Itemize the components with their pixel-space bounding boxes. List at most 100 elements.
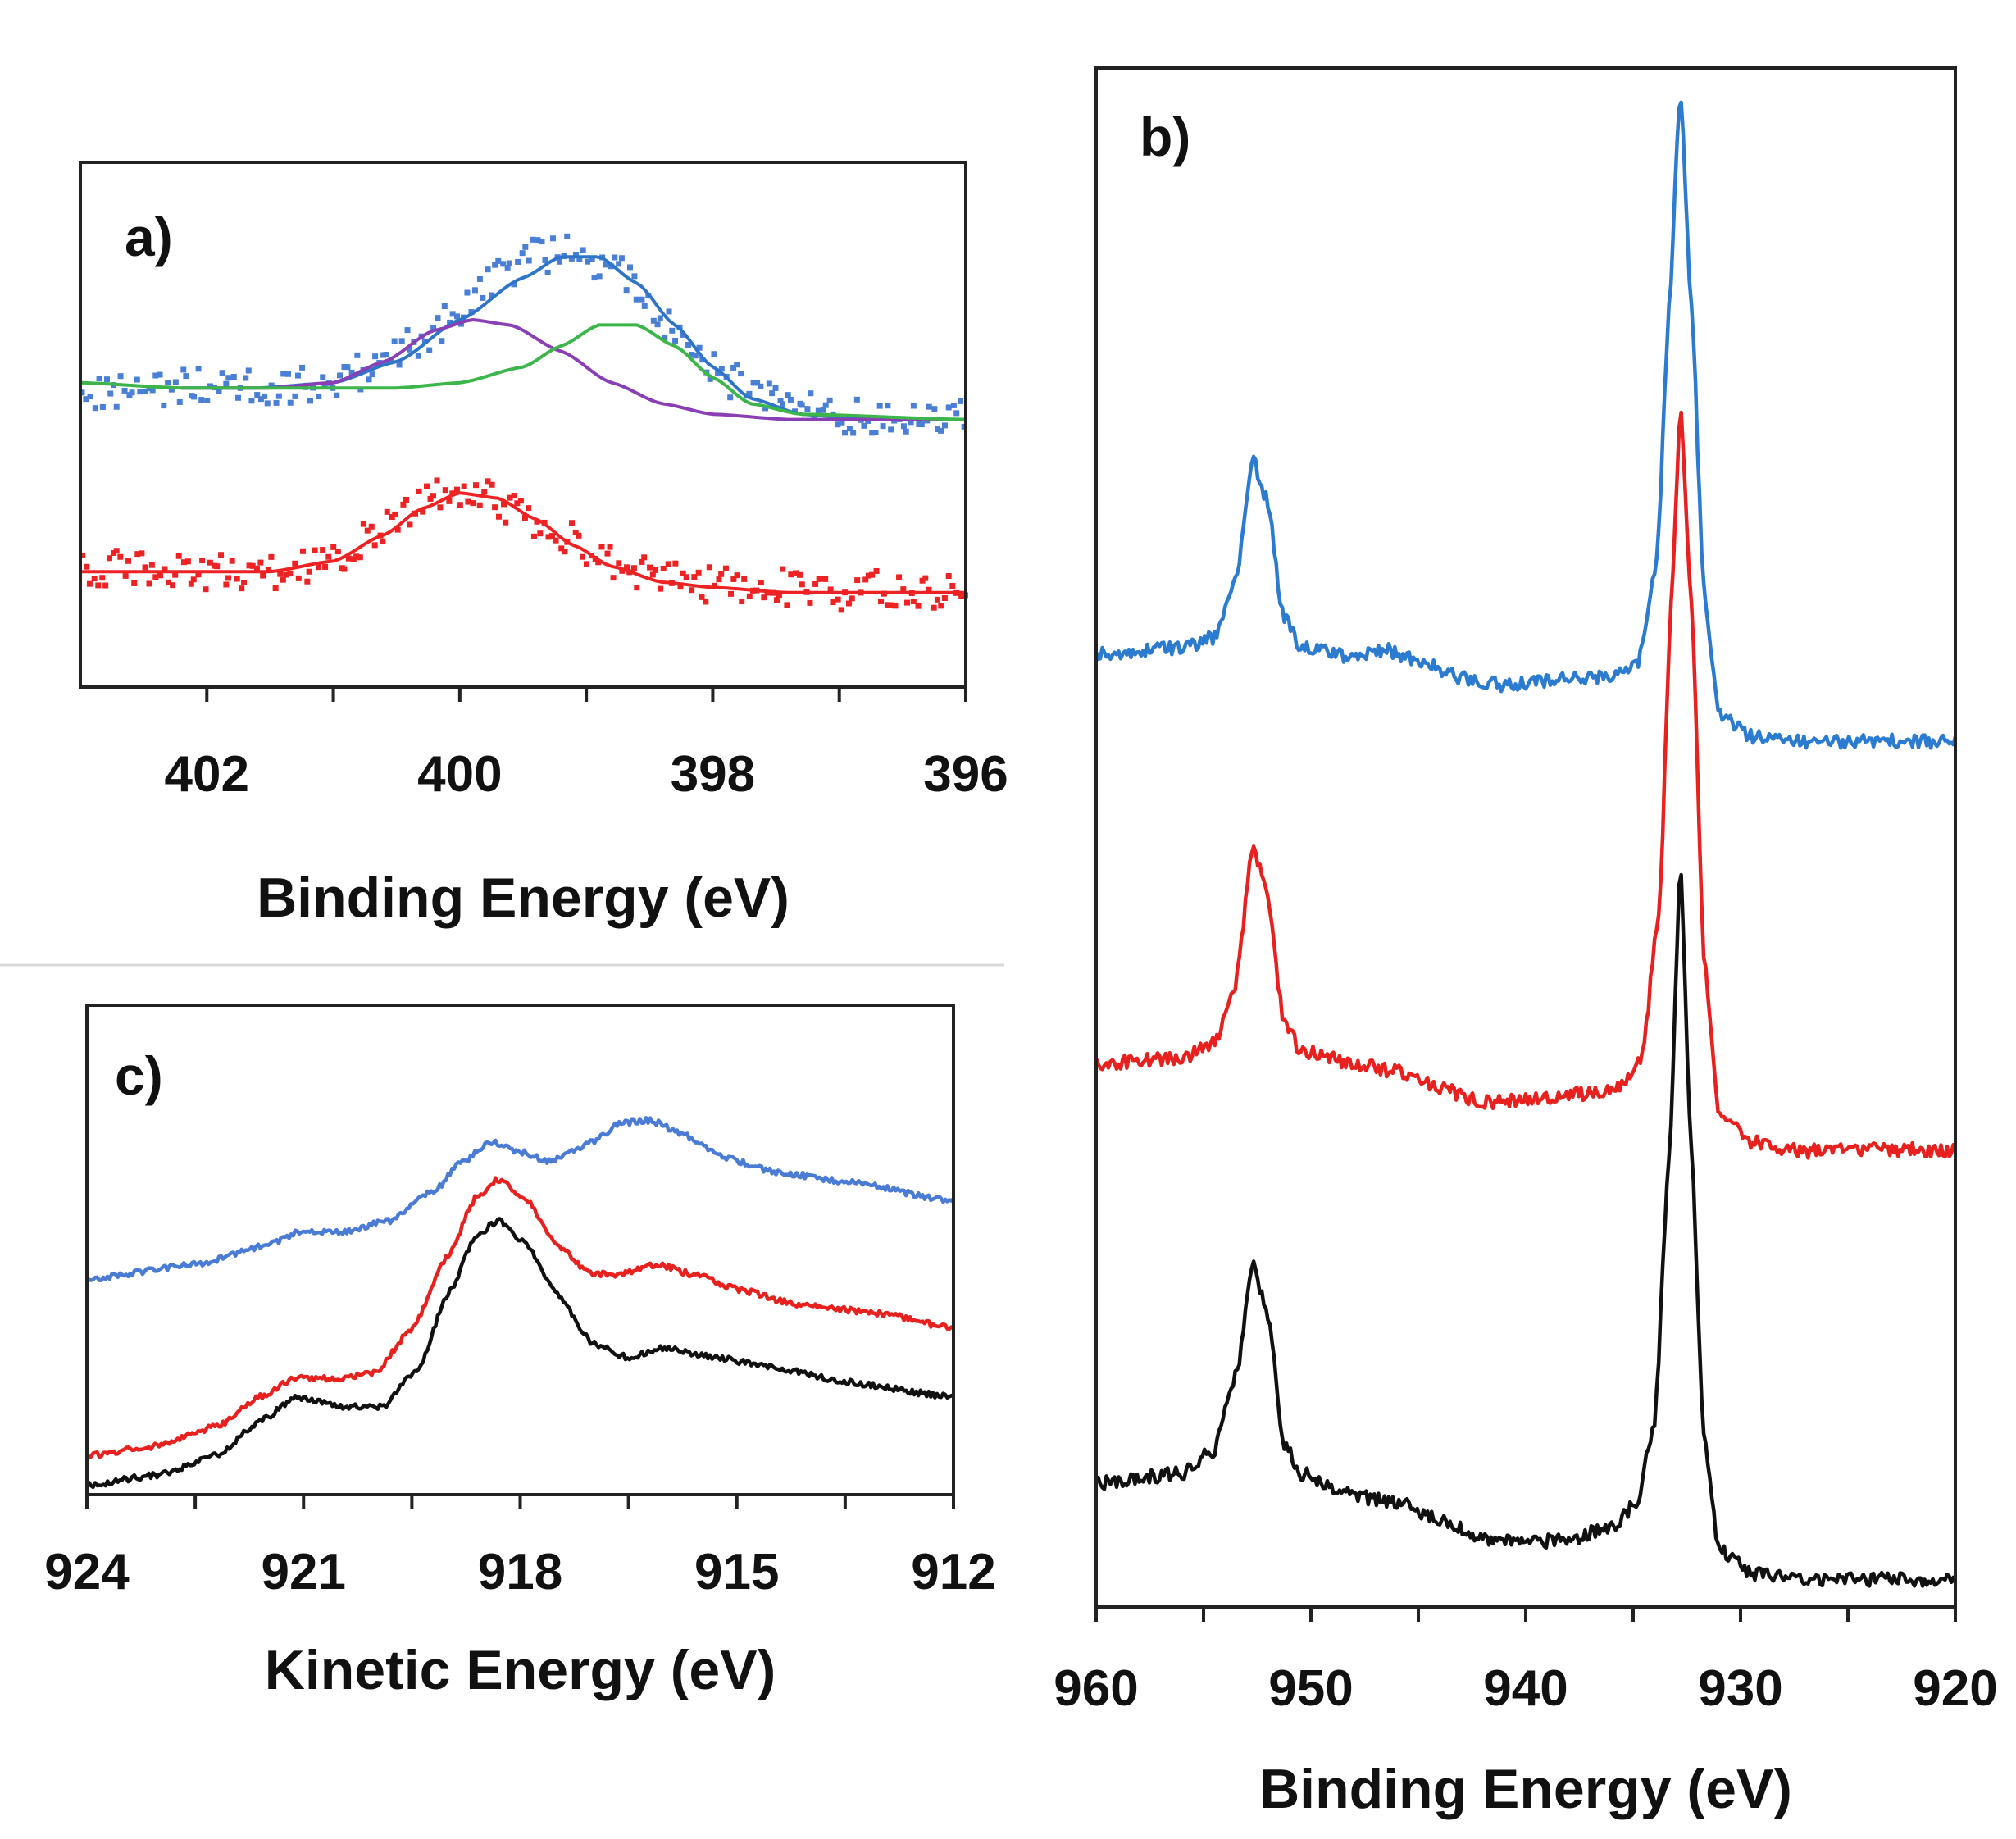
panel-a-label: a) bbox=[125, 207, 173, 267]
panel-a-series-upper-data-point bbox=[900, 423, 907, 430]
panel-a-frame bbox=[79, 161, 967, 689]
panel-a-series-lower-data-point bbox=[545, 534, 552, 540]
panel-a-series-lower-data-point bbox=[170, 582, 176, 589]
panel-a-series-upper-data-point bbox=[273, 399, 280, 406]
panel-a-series-lower-data-point bbox=[739, 598, 745, 604]
panel-a-series-upper-data-point bbox=[820, 407, 826, 413]
panel-a-series-upper-data-point bbox=[769, 390, 776, 397]
panel-a-series-upper-data-point bbox=[254, 392, 261, 398]
panel-a-series-upper-data-point bbox=[264, 400, 271, 407]
panel-a-series-lower-data-point bbox=[442, 487, 448, 494]
panel-a-series-lower-data-point bbox=[734, 572, 740, 579]
panel-a-series-lower-data-point bbox=[639, 558, 645, 565]
panel-a-series-lower-data-point bbox=[306, 568, 312, 575]
panel-a-series-lower-data-point bbox=[610, 575, 617, 581]
panel-a-series-lower-data-point bbox=[106, 555, 112, 562]
panel-a-series-upper-data-point bbox=[396, 362, 403, 368]
panel-a-series-lower-data-point bbox=[903, 599, 910, 606]
panel-a-series-lower-data-point bbox=[229, 558, 235, 564]
panel-a-series-upper-data-point bbox=[876, 403, 883, 409]
panel-a-series-lower-data-point bbox=[873, 567, 880, 574]
panel-a-series-upper-component-2 bbox=[80, 323, 967, 421]
panel-a-series-lower-data-point bbox=[722, 565, 729, 571]
panel-c-tick-label: 918 bbox=[478, 1544, 562, 1600]
panel-a-series-lower-data-point bbox=[537, 530, 544, 537]
panel-a-series-upper-data-point bbox=[853, 396, 860, 403]
panel-a-series-upper-data-point bbox=[808, 390, 814, 397]
panel-a-plot-area bbox=[79, 233, 968, 613]
panel-a-series-upper-data-point bbox=[480, 294, 486, 301]
panel-a-series-upper-data-point bbox=[888, 426, 894, 433]
panel-a-series-lower-data-point bbox=[517, 498, 524, 504]
panel-a-series-lower-data-point bbox=[926, 586, 932, 593]
panel-a-series-lower-data-point bbox=[325, 553, 332, 560]
panel-a-x-axis: 402 400 398 396 bbox=[165, 687, 1008, 803]
panel-a-series-upper-data-point bbox=[872, 430, 879, 436]
panel-a-series-upper-data-point bbox=[152, 372, 159, 379]
panel-c-tick-label: 921 bbox=[262, 1544, 346, 1600]
panel-a-series-upper-data-point bbox=[869, 430, 876, 436]
panel-a-series-upper-data-point bbox=[787, 396, 794, 403]
panel-a-series-upper-data-point bbox=[489, 292, 495, 298]
panel-a-series-upper-data-point bbox=[369, 371, 375, 378]
panel-a-series-lower-data-point bbox=[84, 563, 90, 570]
panel-a-series-lower-data-point bbox=[624, 564, 630, 571]
panel-a-series-upper-data-point bbox=[758, 383, 764, 389]
panel-a-series-lower-data-point bbox=[741, 576, 748, 582]
panel-a-series-upper-data-point bbox=[718, 366, 725, 372]
panel-a-series-lower-data-point bbox=[630, 565, 637, 571]
panel-a-series-upper-data-point bbox=[666, 308, 672, 315]
panel-a-series-lower-data-point bbox=[249, 562, 256, 569]
panel-a-series-upper-data-point bbox=[299, 364, 306, 371]
panel-a-series-lower-data-point bbox=[134, 551, 141, 558]
panel-a-series-lower-data-point bbox=[711, 582, 717, 589]
panel-a-series-lower-data-point bbox=[892, 603, 899, 609]
panel-a-series-lower-data-point bbox=[793, 570, 799, 576]
panel-a-series-lower-data-point bbox=[812, 580, 819, 587]
panel-a-series-upper-data-point bbox=[223, 380, 230, 387]
panel-a-series-lower-data-point bbox=[113, 548, 120, 554]
panel-a-series-upper-data-point bbox=[707, 376, 713, 382]
panel-a-series-upper-data-point bbox=[430, 324, 437, 330]
panel-a-series-lower-data-point bbox=[877, 599, 884, 605]
panel-a-series-lower-data-point bbox=[922, 575, 929, 581]
panel-a-series-upper-data-point bbox=[165, 380, 171, 386]
panel-a-series-upper-data-point bbox=[485, 266, 491, 273]
panel-a-series-upper-data-point bbox=[398, 338, 405, 344]
panel-a-series-lower-data-point bbox=[900, 586, 907, 593]
panel-a-series-upper-data-point bbox=[415, 353, 421, 359]
panel-a-series-upper-data-point bbox=[234, 394, 241, 401]
panel-a-series-upper-data-point bbox=[662, 335, 668, 341]
panel-a-series-upper-data-point bbox=[766, 380, 772, 387]
panel-a-series-lower-data-point bbox=[931, 604, 937, 611]
panel-a-series-upper-data-point bbox=[631, 273, 638, 280]
panel-a-series-upper-data-point bbox=[526, 257, 532, 264]
panel-a-series-upper-data-point bbox=[679, 331, 685, 338]
panel-a-series-upper-data-point bbox=[107, 390, 114, 397]
panel-a-series-lower-data-point bbox=[558, 545, 565, 552]
panel-a-series-lower-data-point bbox=[218, 552, 225, 558]
panel-a-series-lower-data-point bbox=[607, 544, 613, 550]
panel-a-series-lower-data-point bbox=[845, 600, 852, 607]
panel-a-series-lower-data-point bbox=[427, 495, 434, 502]
panel-a-series-lower-data-point bbox=[364, 527, 371, 534]
panel-b: b) 960 950 940 930 920 Binding Energy (eV) bbox=[1054, 66, 1998, 1820]
panel-a: a) 402 400 398 396 Binding Energy (eV) bbox=[79, 161, 1008, 929]
panel-a-series-lower-data-point bbox=[389, 514, 395, 521]
panel-a-series-upper-data-point bbox=[348, 369, 355, 376]
panel-a-series-lower-data-point bbox=[277, 571, 284, 577]
panel-a-series-upper-data-point bbox=[245, 367, 252, 374]
panel-a-series-lower-data-point bbox=[304, 578, 311, 585]
panel-a-series-upper-data-point bbox=[908, 419, 914, 426]
panel-a-series-lower-data-point bbox=[199, 558, 206, 564]
panel-a-series-upper-data-point bbox=[730, 364, 737, 371]
panel-a-series-lower-data-point bbox=[827, 586, 834, 593]
panel-a-series-lower-data-point bbox=[473, 482, 480, 489]
panel-a-series-upper-data-point bbox=[772, 385, 779, 391]
panel-a-series-lower-data-point bbox=[549, 533, 556, 539]
panel-a-series-lower-data-point bbox=[157, 572, 163, 579]
panel-a-series-upper-data-point bbox=[137, 389, 143, 395]
panel-a-series-upper-data-point bbox=[612, 254, 618, 261]
panel-a-series-upper-data-point bbox=[134, 376, 140, 383]
panel-a-series-lower-data-point bbox=[345, 555, 352, 562]
